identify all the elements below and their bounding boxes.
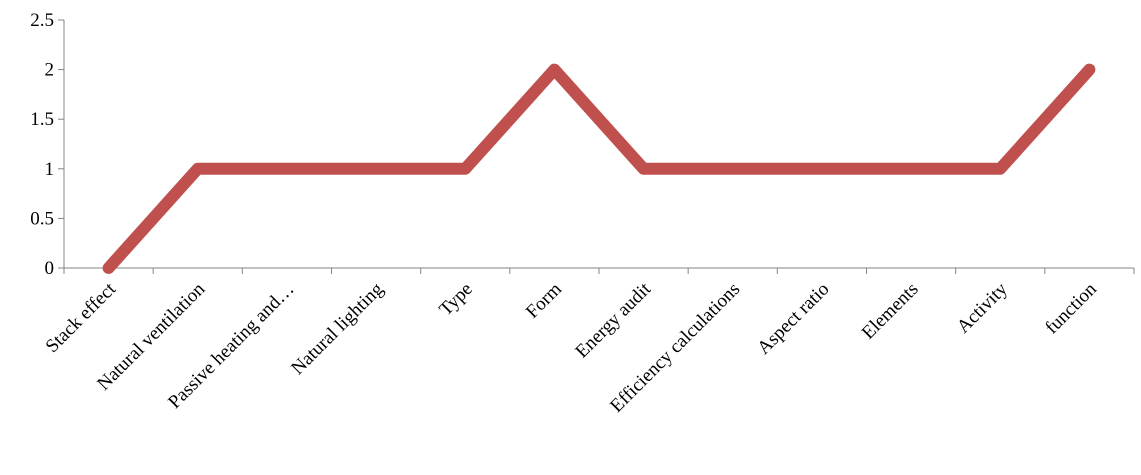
x-tick-label: Form — [522, 279, 566, 323]
y-tick-label: 2 — [45, 60, 55, 81]
x-tick-label: Aspect ratio — [753, 279, 833, 359]
y-tick-label: 1.5 — [30, 109, 54, 130]
y-tick-label: 0.5 — [30, 208, 54, 229]
x-tick-label: function — [1041, 278, 1101, 338]
y-tick-label: 1 — [45, 159, 55, 180]
series-line — [102, 63, 1096, 274]
x-tick-label: Elements — [858, 279, 923, 344]
x-tick-label: Activity — [953, 278, 1012, 337]
y-tick-label: 2.5 — [30, 10, 54, 31]
y-tick-label: 0 — [45, 258, 55, 279]
series-layer — [102, 63, 1096, 274]
x-tick-label: Stack effect — [42, 278, 121, 357]
x-tick-label: Type — [435, 279, 477, 321]
y-axis: 0 0.5 1 1.5 2 2.5 — [30, 10, 65, 279]
x-tick-label: Energy audit — [571, 278, 655, 362]
x-tick-label: Natural lighting — [287, 278, 388, 379]
